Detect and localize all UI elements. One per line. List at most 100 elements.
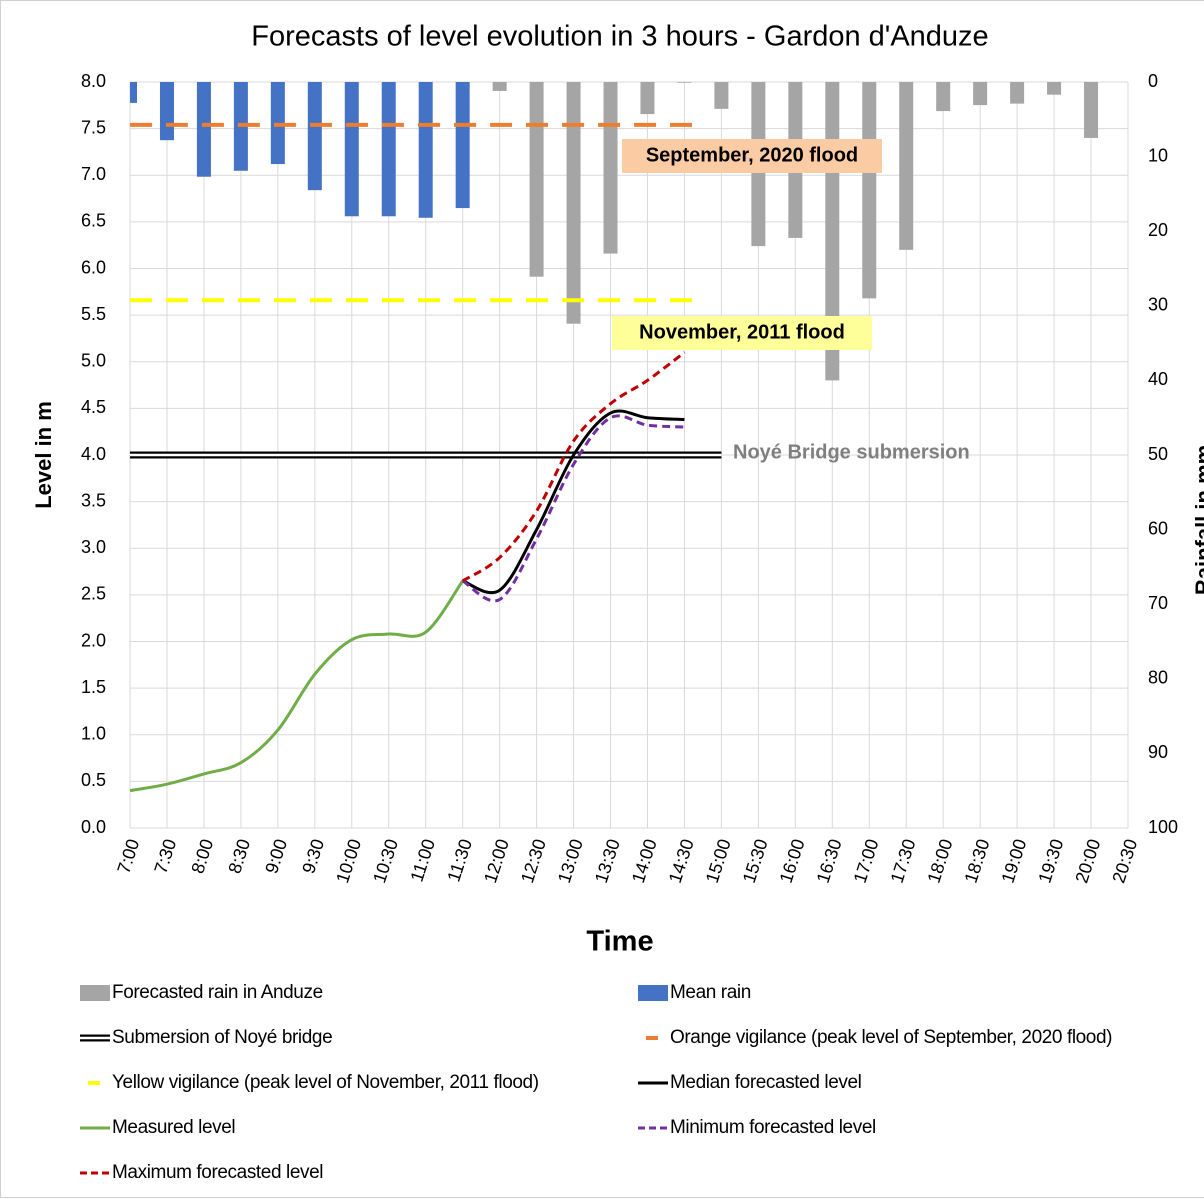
y-tick-label: 5.5 [81,304,106,324]
y2-tick-label: 20 [1148,220,1168,240]
x-tick-label: 15:00 [702,837,735,886]
bar [677,82,692,83]
plot [130,82,1099,793]
x-tick-label: 14:30 [665,837,698,886]
x-tick-label: 10:30 [369,837,402,886]
legend-label: Measured level [112,1117,235,1138]
bar [196,82,211,177]
chart-title: Forecasts of level evolution in 3 hours … [251,21,988,53]
y2-tick-label: 10 [1148,145,1168,165]
x-tick-label: 14:00 [628,837,661,886]
legend-swatch [638,985,668,1001]
y-tick-label: 7.0 [81,164,106,184]
x-tick-label: 12:30 [517,837,550,886]
bar [566,82,581,324]
bar [492,82,507,91]
y-tick-label: 1.0 [81,724,106,744]
bar [936,82,951,112]
x-tick-label: 8:30 [224,837,254,877]
y2-tick-label: 0 [1148,71,1158,91]
x-tick-label: 13:00 [554,837,587,886]
x-tick-label: 12:00 [480,837,513,886]
x-tick-label: 17:30 [887,837,920,886]
y-tick-label: 0.0 [81,817,106,837]
y-tick-label: 4.0 [81,444,106,464]
x-tick-label: 16:00 [776,837,809,886]
legend-swatch [80,985,110,1001]
y-tick-label: 5.0 [81,351,106,371]
y-tick-label: 3.5 [81,490,106,510]
bar [640,82,655,115]
y2-tick-label: 90 [1148,742,1168,762]
y2-axis-title: Rainfall in mm [1191,445,1204,595]
y-tick-label: 6.0 [81,257,106,277]
x-tick-label: 18:30 [961,837,994,886]
bar [344,82,359,217]
y-tick-label: 1.5 [81,677,106,697]
y2-tick-label: 70 [1148,593,1168,613]
x-tick-label: 8:00 [187,837,217,877]
y2-tick-label: 40 [1148,369,1168,389]
bar [603,82,618,254]
bar [899,82,914,250]
y-tick-label: 0.5 [81,770,106,790]
y2-tick-label: 30 [1148,295,1168,315]
annotation: November, 2011 flood [639,321,845,343]
legend-label: Mean rain [670,982,751,1003]
bar [973,82,988,106]
x-tick-label: 19:30 [1034,837,1067,886]
line-series [461,351,686,583]
x-tick-label: 17:00 [850,837,883,886]
x-tick-label: 7:00 [113,837,143,877]
bar [381,82,396,217]
x-tick-label: 18:00 [924,837,957,886]
bar [1047,82,1062,95]
x-tick-label: 16:30 [813,837,846,886]
y2-tick-label: 50 [1148,444,1168,464]
line-series [130,580,464,793]
legend-label: Yellow vigilance (peak level of November… [112,1072,539,1093]
x-tick-label: 7:30 [150,837,180,877]
y-tick-label: 6.5 [81,211,106,231]
legend-label: Forecasted rain in Anduze [112,982,323,1003]
legend-label: Minimum forecasted level [670,1117,876,1138]
x-tick-label: 10:00 [332,837,365,886]
y-tick-label: 2.5 [81,584,106,604]
annotation-box [612,316,872,350]
x-tick-label: 9:30 [298,837,328,877]
bar [418,82,433,218]
legend-label: Submersion of Noyé bridge [112,1027,332,1048]
y2-tick-label: 100 [1148,817,1178,837]
y-tick-label: 3.0 [81,537,106,557]
annotation: September, 2020 flood [646,144,858,166]
y2-tick-label: 60 [1148,518,1168,538]
y-tick-label: 2.0 [81,630,106,650]
annotation: Noyé Bridge submersion [733,441,970,463]
bar [455,82,470,209]
bar [529,82,544,277]
x-tick-label: 15:30 [739,837,772,886]
bar [862,82,877,299]
bar [714,82,729,109]
x-tick-label: 19:00 [997,837,1030,886]
x-tick-label: 13:30 [591,837,624,886]
x-tick-label: 11:00 [406,837,439,885]
y-tick-label: 4.5 [81,397,106,417]
x-tick-label: 20:30 [1108,837,1141,886]
x-axis-title: Time [586,926,653,958]
line-series [462,409,685,595]
y2-tick-label: 80 [1148,668,1168,688]
y-axis-title: Level in m [31,401,56,509]
legend-label: Median forecasted level [670,1072,861,1093]
legend-label: Orange vigilance (peak level of Septembe… [670,1027,1112,1048]
x-tick-label: 9:00 [261,837,291,877]
annotation-box [622,139,882,173]
x-tick-label: 11:30 [443,837,476,885]
y-tick-label: 7.5 [81,117,106,137]
bar [159,82,174,141]
bar [1084,82,1099,138]
y-tick-label: 8.0 [81,71,106,91]
x-tick-label: 20:00 [1071,837,1104,886]
